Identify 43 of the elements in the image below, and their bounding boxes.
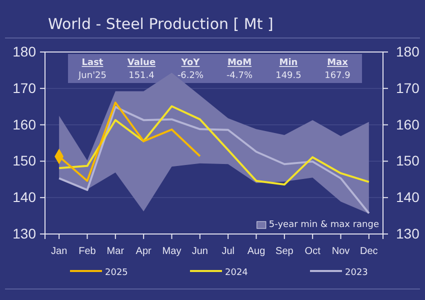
annotation: Min	[279, 58, 298, 68]
annotation: 167.9	[324, 71, 351, 81]
y-tick-label: 140	[12, 189, 36, 206]
y2-tick-label: 180	[396, 43, 420, 60]
x-tick-label: Mar	[106, 246, 125, 257]
annotation: YoY	[180, 58, 200, 68]
legend-label: 5-year min & max range	[268, 220, 380, 230]
y-tick-label: 160	[12, 116, 36, 132]
y-tick-label: 130	[12, 225, 36, 242]
x-tick-label: Jun	[192, 246, 208, 257]
y2-tick-label: 160	[396, 116, 420, 132]
x-tick-label: Sep	[276, 246, 294, 257]
y-tick-label: 150	[12, 152, 36, 169]
legend-label: 2025	[105, 268, 128, 278]
x-tick-label: Feb	[78, 246, 96, 257]
y2-tick-label: 170	[396, 80, 420, 96]
x-tick-label: Oct	[304, 246, 321, 257]
line-series	[58, 106, 370, 214]
y2-tick-label: 130	[396, 225, 420, 242]
x-tick-label: Apr	[136, 246, 152, 257]
x-tick-label: Aug	[247, 246, 266, 257]
y-tick-label: 170	[12, 80, 36, 96]
annotation: Jun'25	[78, 71, 106, 81]
line-series	[58, 105, 370, 186]
y2-tick-label: 140	[396, 189, 420, 206]
annotation: MoM	[227, 58, 252, 68]
x-tick-label: Jul	[222, 246, 234, 257]
annotation: 149.5	[276, 71, 302, 81]
legend-label: 2023	[345, 268, 368, 278]
x-tick-label: Jan	[51, 246, 68, 257]
x-tick-label: Dec	[360, 246, 378, 257]
annotation: Max	[327, 58, 348, 68]
x-tick-label: May	[162, 246, 182, 257]
chart-title: World - Steel Production [ Mt ]	[48, 15, 274, 33]
y-tick-label: 180	[12, 43, 36, 60]
annotation: -6.2%	[177, 71, 204, 81]
annotation: Value	[127, 58, 156, 68]
x-tick-label: Nov	[332, 246, 350, 257]
annotation: -4.7%	[226, 71, 253, 81]
legend-label: 2024	[225, 268, 248, 278]
annotation: 151.4	[128, 71, 155, 81]
annotation: Last	[82, 58, 104, 68]
y2-tick-label: 150	[396, 152, 420, 169]
